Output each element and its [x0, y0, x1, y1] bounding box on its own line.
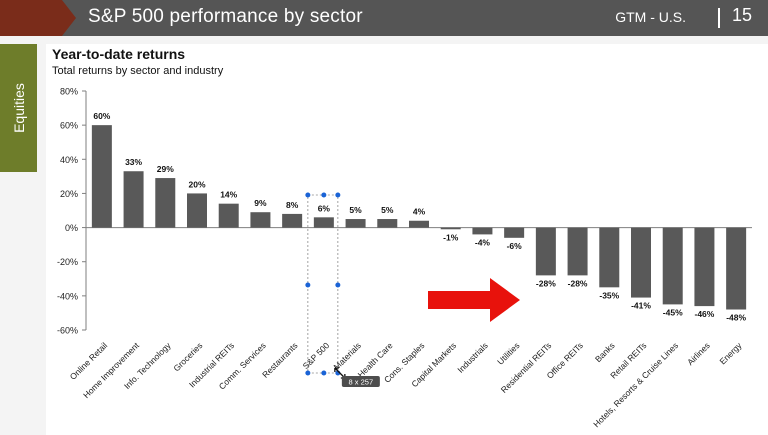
x-tick-label: Industrials: [455, 340, 489, 374]
gtm-label: GTM - U.S.: [615, 9, 686, 25]
y-tick-label: -60%: [57, 326, 78, 336]
resize-handle[interactable]: [335, 282, 341, 288]
chevron-arrow-icon: [0, 0, 76, 36]
y-tick-label: -20%: [57, 257, 78, 267]
y-tick-label: 80%: [60, 87, 78, 97]
data-label: -46%: [695, 309, 715, 319]
resize-handle[interactable]: [305, 370, 311, 376]
bar-7[interactable]: [313, 217, 334, 228]
bar-13[interactable]: [504, 227, 525, 238]
data-label: 6%: [318, 203, 331, 213]
bar-2[interactable]: [155, 178, 176, 228]
header-divider: [718, 8, 720, 28]
data-label: -45%: [663, 307, 683, 317]
resize-handle[interactable]: [305, 282, 311, 288]
data-label: -1%: [443, 232, 459, 242]
bar-0[interactable]: [91, 125, 112, 228]
x-tick-label: S&P 500: [301, 340, 332, 371]
bar-1[interactable]: [123, 171, 144, 228]
x-tick-label: Utilities: [495, 340, 521, 366]
y-tick-label: 0%: [65, 223, 78, 233]
size-tooltip: 8 x 257: [349, 378, 374, 387]
resize-handle[interactable]: [305, 192, 311, 198]
bar-10[interactable]: [409, 220, 429, 228]
x-tick-label: Groceries: [171, 340, 204, 373]
resize-handle[interactable]: [335, 192, 341, 198]
resize-handle[interactable]: [321, 192, 327, 198]
data-label: -35%: [599, 290, 619, 300]
data-label: -28%: [568, 278, 588, 288]
data-label: 8%: [286, 200, 299, 210]
bar-5[interactable]: [250, 212, 271, 228]
section-tab-equities[interactable]: Equities: [0, 44, 37, 172]
y-tick-label: -40%: [57, 291, 78, 301]
data-label: -6%: [507, 241, 523, 251]
bar-18[interactable]: [662, 227, 683, 305]
data-label: 5%: [381, 205, 394, 215]
bar-12[interactable]: [472, 227, 493, 235]
bar-17[interactable]: [631, 227, 651, 298]
bar-14[interactable]: [535, 227, 556, 276]
bar-4[interactable]: [218, 203, 239, 228]
page-title: S&P 500 performance by sector: [88, 6, 363, 27]
y-tick-label: 60%: [60, 121, 78, 131]
data-label: 9%: [254, 198, 267, 208]
x-tick-label: Airlines: [685, 340, 712, 367]
bar-15[interactable]: [567, 227, 588, 276]
bar-20[interactable]: [726, 227, 747, 310]
y-tick-label: 20%: [60, 189, 78, 199]
red-arrow-icon: [428, 278, 520, 322]
x-tick-label: Home Improvement: [81, 340, 141, 400]
y-tick-label: 40%: [60, 155, 78, 165]
data-label: 4%: [413, 207, 426, 217]
data-label: 20%: [188, 179, 205, 189]
x-tick-label: Materials: [332, 340, 363, 371]
bar-6[interactable]: [282, 213, 303, 228]
bar-16[interactable]: [599, 227, 620, 288]
page-number: 15: [732, 5, 753, 25]
bar-8[interactable]: [345, 219, 366, 228]
x-tick-label: Banks: [593, 340, 617, 364]
bar-19[interactable]: [694, 227, 715, 307]
data-label: 14%: [220, 190, 237, 200]
x-tick-label: Energy: [717, 340, 744, 367]
data-label: -4%: [475, 237, 491, 247]
data-label: -28%: [536, 278, 556, 288]
resize-handle[interactable]: [321, 370, 327, 376]
bar-3[interactable]: [187, 193, 207, 228]
data-label: 33%: [125, 157, 142, 167]
chart-title: Year-to-date returns: [52, 46, 186, 62]
data-label: 60%: [93, 111, 110, 121]
size-tooltip-bg: [341, 376, 380, 387]
data-label: -48%: [726, 313, 746, 323]
header-bar: S&P 500 performance by sector GTM - U.S.…: [0, 0, 768, 36]
data-label: -41%: [631, 301, 651, 311]
data-label: 29%: [157, 164, 174, 174]
bar-11[interactable]: [440, 227, 461, 230]
resize-cursor-icon: [334, 367, 346, 379]
data-label: 5%: [349, 205, 362, 215]
bar-9[interactable]: [377, 219, 398, 228]
chart-subtitle: Total returns by sector and industry: [52, 65, 224, 77]
